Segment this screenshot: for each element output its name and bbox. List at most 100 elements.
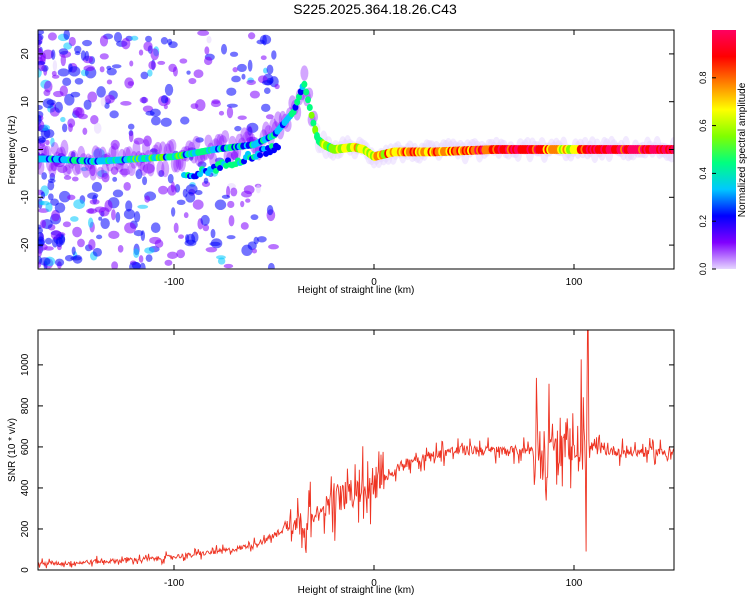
snr-line	[38, 330, 674, 569]
spectrogram-noise-blob	[151, 116, 161, 126]
spectrogram-noise-blob	[57, 165, 68, 174]
spectrogram-noise-blob	[139, 97, 149, 104]
y-tick-label: 1000	[20, 353, 31, 376]
spectrogram-noise-blob	[67, 118, 76, 128]
spectrogram-noise-blob	[99, 35, 109, 47]
spectrogram-noise-blob	[38, 249, 42, 257]
spectrogram-noise-blob	[40, 191, 46, 200]
spectrogram-noise-blob	[38, 137, 47, 143]
y-tick-label: 0	[20, 567, 31, 573]
spectrogram-noise-blob	[60, 54, 66, 67]
spectrogram-noise-blob	[71, 151, 76, 159]
spectrogram-noise-blob	[160, 117, 172, 127]
spectrogram-noise-blob	[73, 199, 86, 210]
spectrogram-noise-blob	[38, 261, 42, 269]
spectrogram-halo	[142, 139, 150, 157]
spectrogram-halo	[245, 125, 254, 144]
spectrogram-noise-blob	[80, 50, 86, 61]
spectrogram-noise-blob	[206, 35, 212, 44]
spectrogram-noise-blob	[130, 35, 139, 41]
spectrogram-noise-blob	[160, 37, 168, 45]
spectrogram-noise-blob	[106, 79, 113, 85]
spectrogram-noise-blob	[145, 110, 155, 116]
spectrogram-halo	[110, 143, 119, 161]
spectrogram-noise-blob	[144, 195, 151, 203]
spectrogram-noise-blob	[38, 104, 43, 111]
spectrogram-branch-cell	[197, 171, 203, 178]
spectrogram-noise-blob	[58, 48, 69, 55]
spectrogram-noise-blob	[223, 263, 234, 269]
spectrogram-noise-blob	[51, 49, 56, 60]
spectrogram-noise-blob	[70, 216, 79, 222]
spectrogram-noise-blob	[72, 226, 83, 238]
spectrogram-noise-blob	[38, 114, 42, 125]
spectrogram-noise-blob	[216, 255, 226, 260]
spectrogram-noise-blob	[145, 254, 153, 262]
y-tick-label: 20	[20, 48, 31, 60]
spectrogram-noise-blob	[133, 229, 144, 237]
spectrogram-noise-blob	[177, 234, 184, 239]
spectrogram-noise-blob	[263, 87, 271, 94]
spectrogram-noise-blob	[257, 236, 267, 243]
spectrogram-noise-blob	[245, 198, 251, 203]
chart-title: S225.2025.364.18.26.C43	[293, 1, 457, 17]
spectrogram-noise-blob	[218, 110, 225, 116]
spectrogram-noise-blob	[89, 199, 100, 205]
spectrogram-noise-blob	[98, 216, 103, 221]
spectrogram-noise-blob	[260, 103, 271, 112]
spectrogram-noise-blob	[142, 176, 148, 186]
spectrogram-noise-blob	[193, 69, 204, 79]
spectrogram-noise-blob	[40, 127, 51, 140]
spectrogram-halo	[82, 163, 90, 178]
spectrogram-noise-blob	[176, 199, 186, 206]
spectrogram-branch-cell	[257, 152, 263, 159]
colorbar-tick-label: 0.8	[698, 72, 708, 85]
spectrogram-noise-blob	[160, 94, 169, 104]
spectrogram-noise-blob	[232, 67, 239, 73]
spectrogram-noise-blob	[111, 209, 116, 221]
spectrogram-halo	[242, 131, 251, 144]
spectrogram-noise-blob	[96, 86, 106, 98]
spectrogram-noise-blob	[62, 221, 71, 228]
spectrogram-noise-blob	[137, 204, 149, 209]
spectrogram-noise-blob	[210, 100, 221, 108]
spectrogram-noise-blob	[93, 122, 102, 134]
spectrogram-noise-blob	[267, 262, 275, 269]
spectrogram-halo	[139, 159, 148, 176]
spectrogram-noise-blob	[230, 150, 239, 161]
spectrogram-noise-blob	[129, 261, 141, 269]
x-tick-label: 100	[566, 277, 583, 288]
spectrogram-noise-blob	[108, 230, 120, 239]
spectrogram-noise-blob	[121, 38, 131, 50]
spectrogram-halo	[62, 164, 71, 177]
spectrogram-noise-blob	[154, 239, 164, 248]
spectrogram-noise-blob	[51, 70, 57, 77]
spectrogram-noise-blob	[147, 69, 153, 77]
spectrogram-noise-blob	[229, 51, 239, 57]
spectrogram-noise-blob	[176, 249, 186, 259]
spectrogram-halo	[154, 141, 162, 155]
spectrogram-noise-blob	[127, 123, 135, 130]
spectrogram-halo	[173, 156, 182, 173]
spectrogram-noise-blob	[205, 246, 218, 253]
spectrogram-noise-blob	[71, 246, 76, 256]
spectrogram-noise-blob	[266, 64, 274, 75]
spectrogram-noise-blob	[197, 30, 210, 36]
spectrogram-noise-blob	[38, 47, 42, 53]
spectrogram-noise-blob	[113, 31, 123, 43]
spectrogram-noise-blob	[100, 96, 106, 107]
spectrogram-noise-blob	[170, 181, 175, 193]
spectrogram-noise-blob	[52, 60, 58, 72]
spectrogram-noise-blob	[173, 222, 179, 234]
spectrogram-noise-blob	[260, 55, 267, 61]
spectrogram-noise-blob	[92, 247, 102, 257]
spectrogram-noise-blob	[133, 137, 144, 145]
spectrogram-noise-blob	[150, 48, 159, 61]
spectrogram-noise-blob	[104, 94, 115, 104]
spectrogram-noise-blob	[237, 63, 247, 73]
spectrogram-noise-blob	[226, 103, 238, 108]
spectrogram-noise-blob	[209, 139, 218, 147]
spectrogram-noise-blob	[183, 212, 189, 219]
